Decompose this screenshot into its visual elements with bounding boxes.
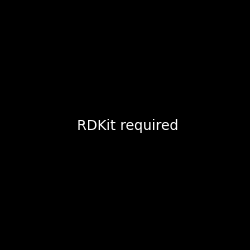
Text: RDKit required: RDKit required — [78, 119, 179, 133]
